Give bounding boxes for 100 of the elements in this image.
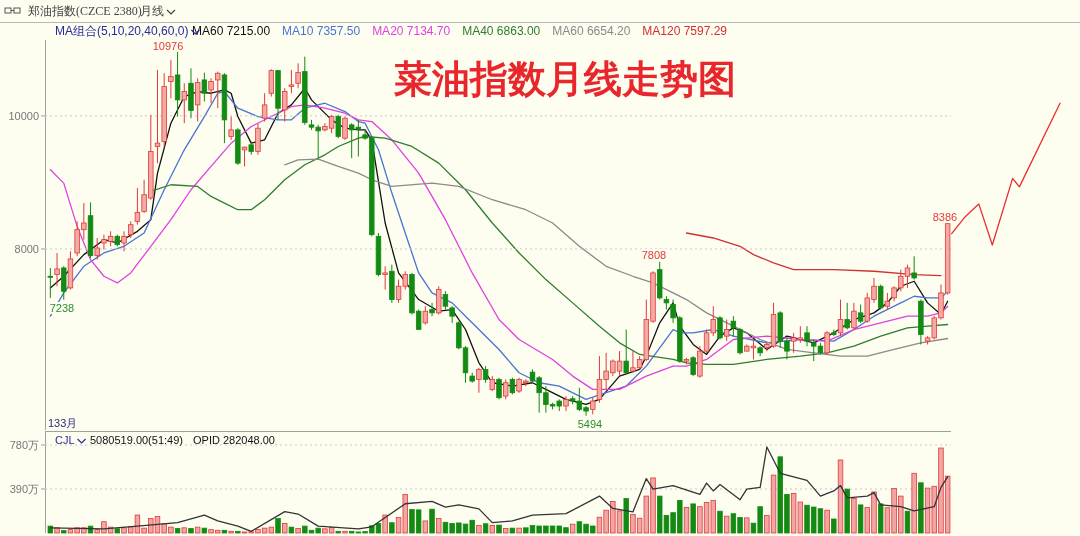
bar [282, 523, 288, 534]
annotation: CJL [55, 434, 75, 446]
candlestick [382, 265, 388, 291]
bar [569, 523, 576, 534]
bar [382, 514, 388, 534]
bar [422, 520, 429, 534]
bar [194, 526, 201, 534]
candlestick [717, 315, 723, 340]
bar [623, 498, 629, 534]
candlestick [47, 267, 54, 299]
y-tick-label: 8000 [14, 242, 39, 255]
candlestick [690, 355, 696, 377]
bar [174, 528, 181, 534]
bar [831, 518, 837, 534]
text: 月线 [140, 4, 164, 18]
annotation: 133月 [48, 417, 78, 429]
text: MA20 7134.70 [372, 24, 451, 38]
candlestick [261, 92, 268, 123]
bar [509, 527, 516, 534]
candlestick [168, 59, 174, 99]
y-tick-label: 10000 [8, 109, 39, 122]
candlestick [181, 82, 187, 124]
bar [201, 527, 208, 534]
text: MA60 7215.00 [192, 24, 271, 38]
bar [918, 482, 924, 534]
bar [436, 518, 442, 534]
bar [181, 527, 187, 534]
bar [503, 528, 509, 534]
bar [275, 518, 281, 534]
candlestick [911, 255, 917, 281]
candlestick [228, 116, 234, 141]
text: MA10 7357.50 [282, 24, 361, 38]
chart-subtitle: 郑油指数(CZCE 2380) [28, 4, 142, 18]
candlestick [563, 395, 569, 412]
text: MA组合(5,10,20,40,60,0) [55, 24, 189, 38]
y-tick-label: 390万 [9, 482, 39, 495]
candlestick [804, 325, 810, 347]
y-tick-label: 780万 [9, 438, 39, 451]
bar [717, 510, 723, 534]
candlestick [857, 304, 864, 324]
candlestick [422, 305, 429, 326]
bar [911, 472, 917, 534]
candlestick [342, 116, 348, 141]
annotation: 10976 [152, 40, 184, 52]
bar [837, 459, 844, 534]
candlestick [824, 330, 830, 355]
candlestick [295, 62, 301, 89]
bar [221, 529, 228, 534]
text: MA40 6863.00 [462, 24, 541, 38]
candlestick [429, 302, 435, 317]
annotation: OPID 282048.00 [193, 434, 275, 446]
bar [482, 523, 489, 534]
annotation: 7238 [49, 302, 75, 314]
candlestick [194, 77, 201, 123]
candlestick [837, 299, 844, 337]
candlestick [121, 230, 127, 252]
bar [47, 525, 54, 534]
bar [877, 503, 884, 534]
candlestick [723, 319, 730, 342]
candlestick [134, 187, 141, 226]
bar [61, 530, 67, 534]
candlestick [737, 327, 743, 355]
bar [389, 522, 395, 534]
candlestick [215, 71, 221, 109]
bar [844, 488, 850, 534]
bar [516, 527, 522, 534]
bar [114, 528, 121, 534]
candlestick [503, 378, 509, 400]
candlestick [282, 87, 288, 123]
candlestick [268, 68, 275, 98]
bar [188, 528, 194, 534]
candlestick [496, 377, 502, 400]
bar [489, 525, 495, 534]
bar [824, 509, 830, 534]
bar [851, 498, 857, 534]
candlestick [730, 315, 737, 337]
bar [723, 515, 730, 534]
candlestick [94, 237, 100, 261]
annotation: 8386 [932, 211, 958, 223]
candlestick [476, 367, 482, 394]
annotation: 5494 [577, 418, 603, 430]
candlestick [255, 122, 261, 156]
candlestick [201, 72, 208, 103]
candlestick [844, 302, 850, 331]
candlestick [442, 290, 449, 311]
candlestick [623, 329, 629, 375]
annotation: 5080519.00(51:49) [90, 434, 183, 446]
bar [288, 526, 295, 534]
candlestick [288, 69, 295, 94]
bar [857, 504, 864, 534]
bar [904, 510, 911, 534]
candlestick [436, 285, 442, 316]
bar [295, 528, 301, 534]
bar [690, 503, 696, 534]
bar [429, 508, 435, 534]
candlestick [54, 252, 60, 287]
candlestick [335, 114, 341, 139]
text: 菜油指数月线走势图 [393, 58, 736, 100]
bar [496, 524, 502, 534]
bar [744, 517, 750, 534]
